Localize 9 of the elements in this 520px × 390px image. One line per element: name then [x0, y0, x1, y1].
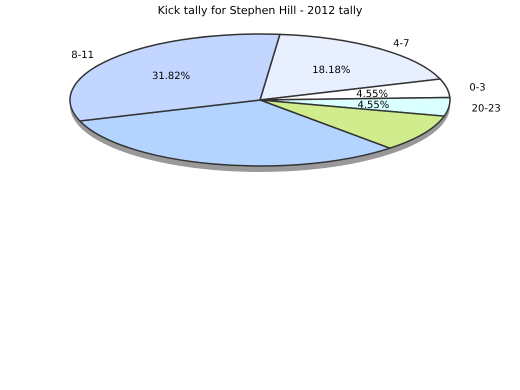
chart-title: Kick tally for Stephen Hill - 2012 tally [158, 4, 363, 17]
data-label: 4.55% [357, 100, 390, 112]
data-label: 4.55% [356, 88, 388, 100]
data-label: 18.18% [312, 65, 350, 76]
slice-label: 20-23 [472, 104, 501, 115]
slice-label: 0-3 [469, 82, 486, 94]
data-label: 31.82% [152, 71, 190, 82]
slice-label: 8-11 [71, 50, 94, 61]
slice-label: 4-7 [393, 38, 410, 50]
